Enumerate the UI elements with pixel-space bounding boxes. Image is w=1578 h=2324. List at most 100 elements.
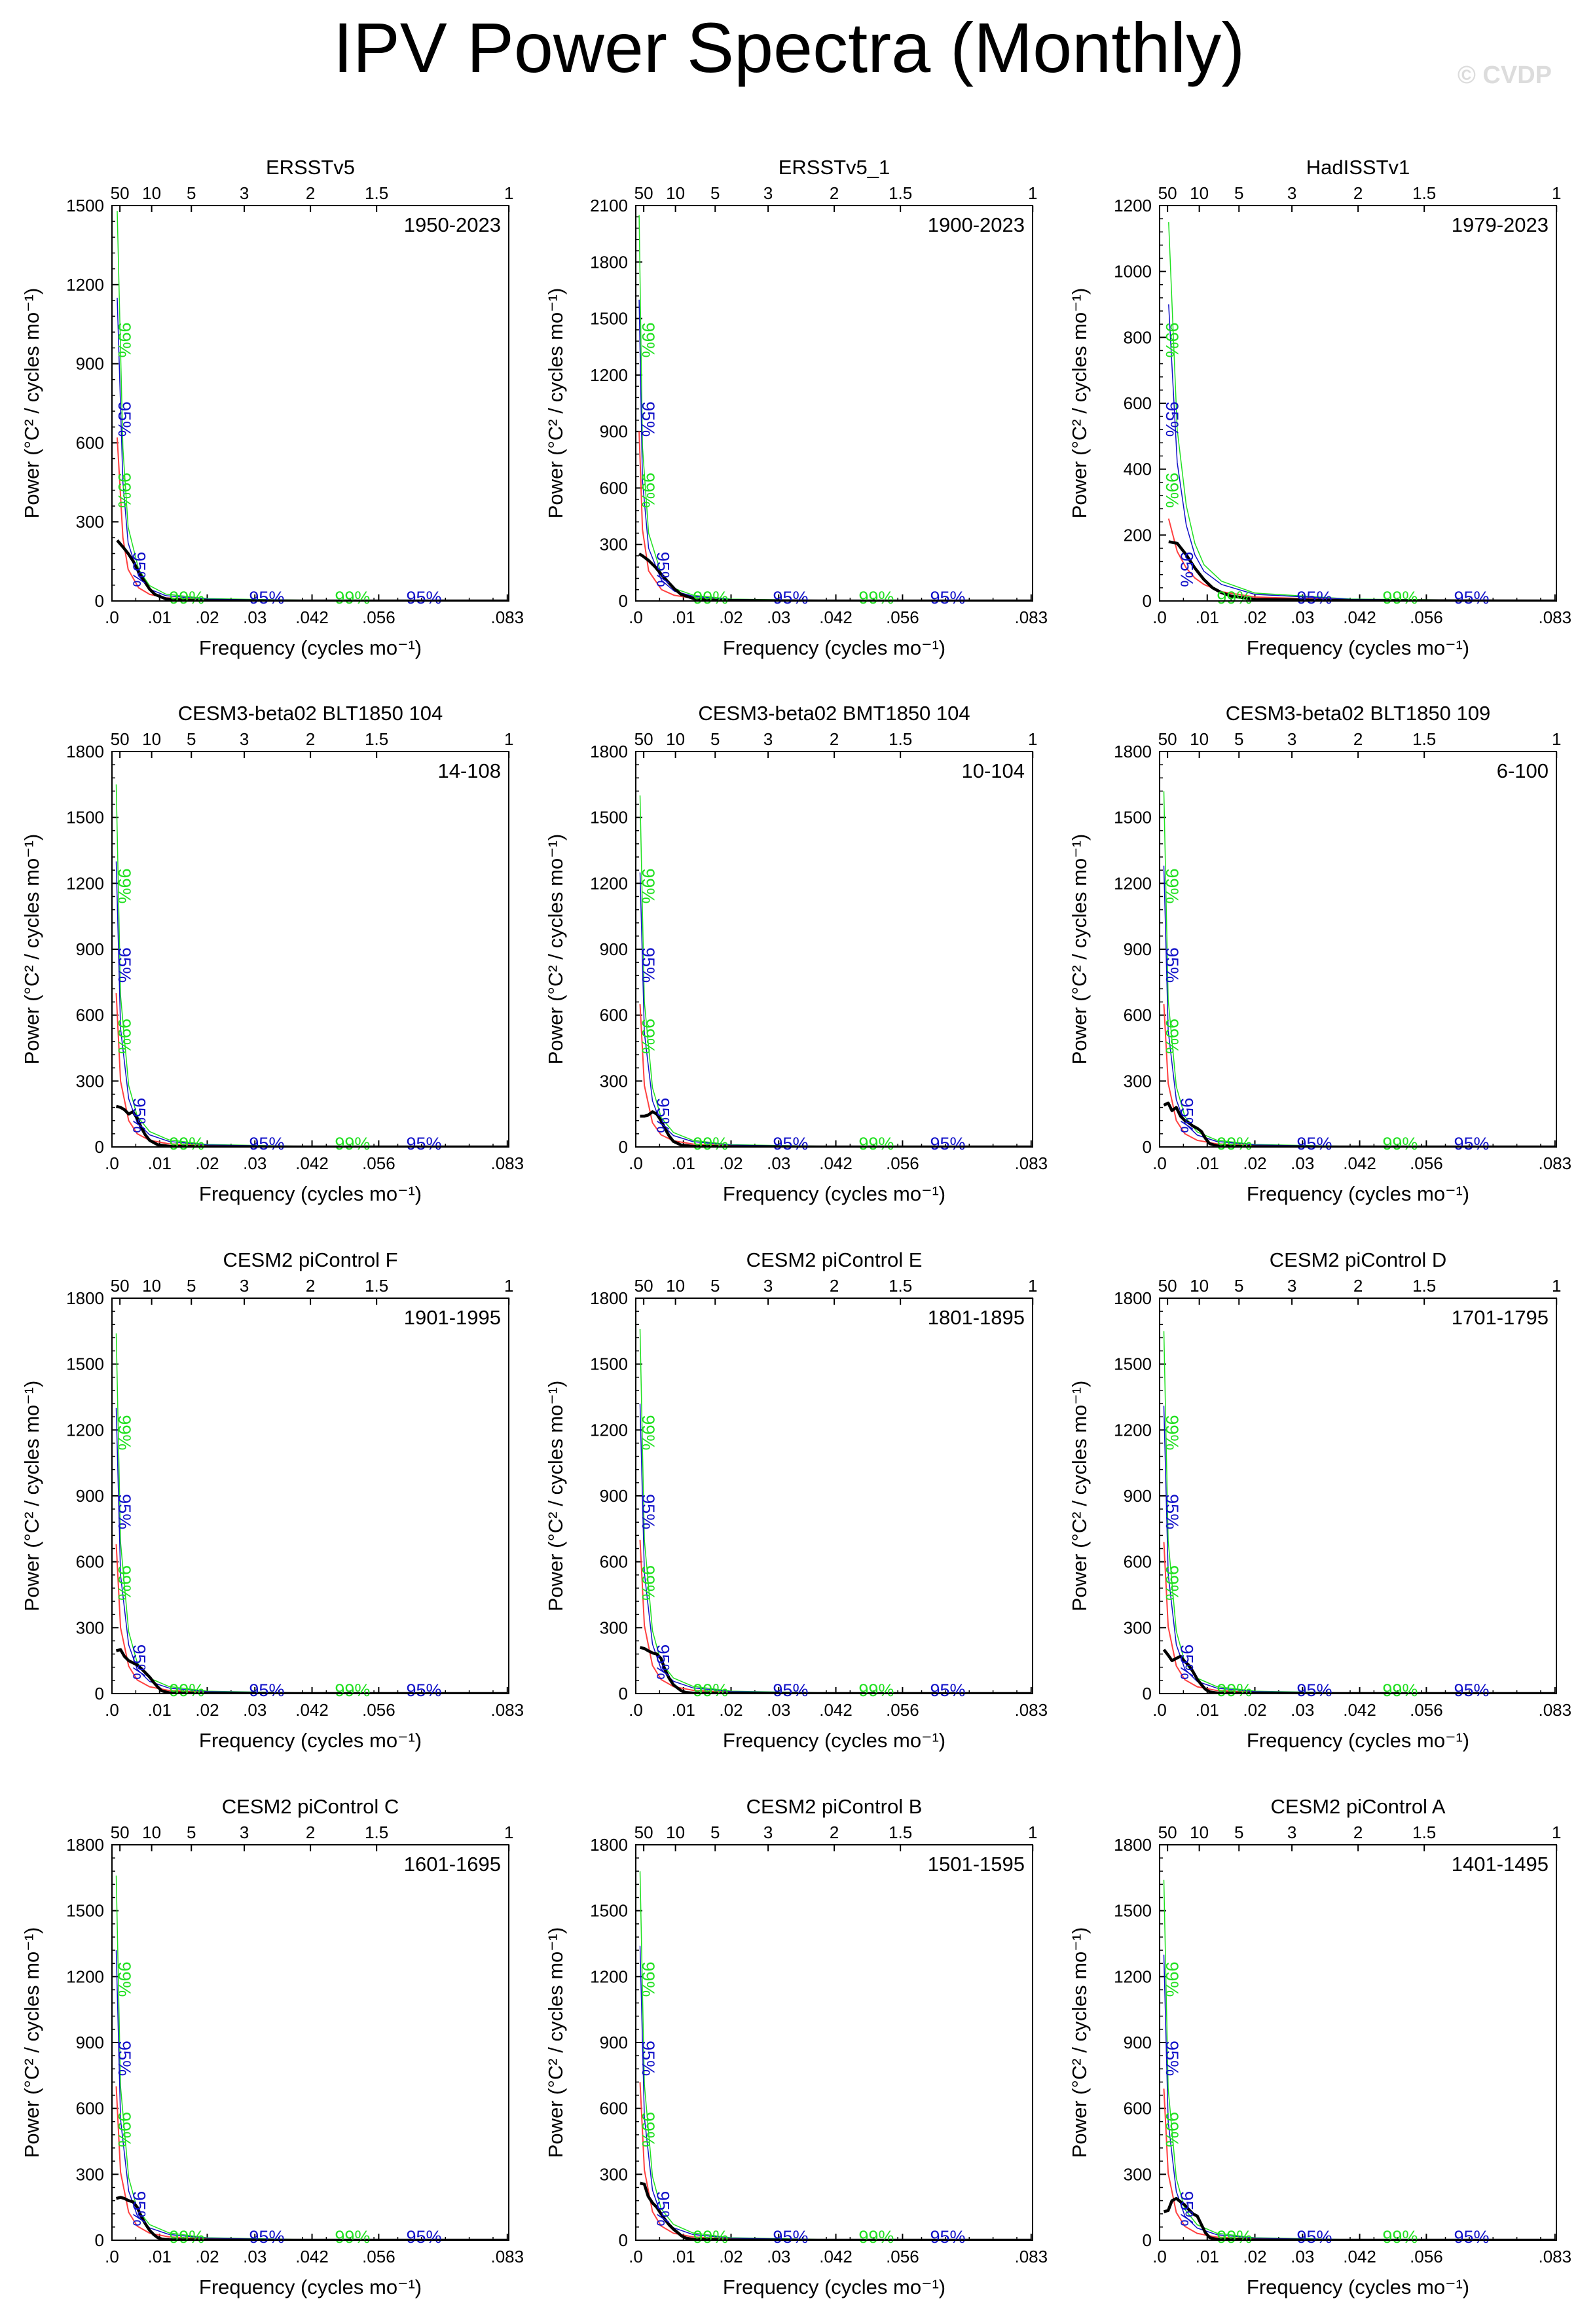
conf-label: 99% xyxy=(335,1680,370,1700)
period-tick-label: 50 xyxy=(1158,183,1177,203)
y-tick-label: 0 xyxy=(95,2230,104,2250)
year-range-label: 1701-1795 xyxy=(1452,1306,1549,1329)
conf-label: 95% xyxy=(406,1680,441,1700)
period-tick-label: 5 xyxy=(1234,183,1243,203)
x-tick-label: .083 xyxy=(491,1700,524,1720)
period-tick-label: 2 xyxy=(306,729,315,749)
series-line-99 xyxy=(117,211,507,601)
x-tick-label: .02 xyxy=(719,1700,743,1720)
period-tick-label: 10 xyxy=(1190,1823,1209,1842)
y-tick-label: 600 xyxy=(76,1552,104,1572)
panel-title: CESM2 piControl D xyxy=(1270,1248,1446,1271)
conf-label: 95% xyxy=(249,2227,284,2247)
panel-title: CESM2 piControl E xyxy=(746,1248,923,1271)
series-line-spectrum xyxy=(1168,540,1555,601)
period-tick-label: 2 xyxy=(306,1823,315,1842)
panel-title: CESM2 piControl B xyxy=(746,1795,923,1818)
y-tick-label: 2100 xyxy=(590,196,628,215)
y-tick-label: 1800 xyxy=(1114,1288,1152,1308)
plot-frame xyxy=(1159,751,1557,1148)
year-range-label: 10-104 xyxy=(961,759,1025,782)
conf-label-rotated: 95% xyxy=(130,2191,149,2226)
period-tick-label: 3 xyxy=(240,1276,249,1296)
x-tick-label: .056 xyxy=(362,1153,395,1173)
x-tick-label: .01 xyxy=(672,2247,695,2266)
y-tick-label: 1500 xyxy=(66,196,104,215)
conf-label-rotated: 99% xyxy=(1162,1961,1182,1997)
x-tick-label: .042 xyxy=(295,608,329,627)
y-tick-label: 1500 xyxy=(1114,1901,1152,1921)
y-tick-label: 900 xyxy=(1124,2033,1152,2052)
period-tick-label: 5 xyxy=(710,729,720,749)
conf-label: 95% xyxy=(930,1134,965,1153)
period-tick-label: 10 xyxy=(1190,1276,1209,1296)
y-tick-label: 600 xyxy=(76,2099,104,2118)
x-tick-label: .083 xyxy=(1539,2247,1572,2266)
plot-frame xyxy=(111,205,509,602)
y-tick-label: 1200 xyxy=(1114,873,1152,893)
conf-label-rotated: 99% xyxy=(1162,868,1182,903)
period-tick-label: 1.5 xyxy=(365,729,388,749)
conf-label-rotated: 99% xyxy=(115,1961,134,1997)
conf-label: 99% xyxy=(169,1134,204,1153)
series-group xyxy=(639,795,1031,1147)
y-tick-label: 300 xyxy=(600,535,628,554)
period-tick-label: 3 xyxy=(1287,729,1296,749)
period-tick-label: 5 xyxy=(710,183,720,203)
series-line-rednoise xyxy=(1163,2088,1555,2240)
conf-label-rotated: 95% xyxy=(1162,401,1182,437)
x-tick-label: .0 xyxy=(1152,2247,1167,2266)
x-tick-label: .042 xyxy=(295,2247,329,2266)
x-tick-label: .02 xyxy=(195,1700,219,1720)
x-tick-label: .01 xyxy=(1196,2247,1219,2266)
x-tick-label: .0 xyxy=(629,608,643,627)
period-tick-label: 5 xyxy=(1234,729,1243,749)
conf-label-rotated: 99% xyxy=(115,2112,134,2147)
period-tick-label: 10 xyxy=(142,1276,161,1296)
year-range-label: 1801-1895 xyxy=(928,1306,1025,1329)
period-tick-label: 3 xyxy=(763,729,773,749)
x-tick-label: .02 xyxy=(195,608,219,627)
y-axis-label: Power (°C² / cycles mo⁻¹) xyxy=(544,1927,567,2158)
y-tick-label: 300 xyxy=(600,2164,628,2184)
series-line-99 xyxy=(639,1871,1031,2240)
conf-label-rotated: 95% xyxy=(115,2041,134,2076)
conf-label: 95% xyxy=(1454,2227,1489,2247)
period-tick-label: 10 xyxy=(666,729,685,749)
y-tick-label: 0 xyxy=(619,2230,628,2250)
series-line-99 xyxy=(115,784,507,1147)
x-tick-label: .0 xyxy=(1152,1700,1167,1720)
period-tick-label: 10 xyxy=(142,1823,161,1842)
x-tick-label: .02 xyxy=(1243,2247,1266,2266)
conf-label: 95% xyxy=(249,588,284,608)
series-group xyxy=(115,1875,507,2240)
x-tick-label: .02 xyxy=(1243,1153,1266,1173)
x-tick-label: .083 xyxy=(491,1153,524,1173)
year-range-label: 1950-2023 xyxy=(404,213,501,236)
period-tick-label: 3 xyxy=(763,183,773,203)
y-tick-label: 900 xyxy=(76,354,104,374)
x-tick-label: .03 xyxy=(243,608,266,627)
panel-title: CESM2 piControl F xyxy=(223,1248,397,1271)
y-axis-label: Power (°C² / cycles mo⁻¹) xyxy=(20,1927,43,2158)
period-tick-label: 2 xyxy=(830,729,839,749)
y-axis-label: Power (°C² / cycles mo⁻¹) xyxy=(544,834,567,1065)
year-range-label: 1401-1495 xyxy=(1452,1853,1549,1876)
plot-frame xyxy=(111,751,509,1148)
x-tick-label: .083 xyxy=(491,608,524,627)
panel-title: CESM3-beta02 BLT1850 104 xyxy=(178,702,443,725)
spectrum-panel: CESM2 piControl D 50 10 5 3 2 1.5 1 .0 .01 .02 .03.… xyxy=(1068,1248,1571,1752)
x-tick-label: .042 xyxy=(819,608,853,627)
x-tick-label: .03 xyxy=(243,2247,266,2266)
conf-label-rotated: 99% xyxy=(638,1961,658,1997)
y-tick-label: 600 xyxy=(600,1552,628,1572)
conf-label-rotated: 99% xyxy=(115,868,134,903)
y-tick-label: 1800 xyxy=(66,742,104,761)
period-tick-label: 3 xyxy=(240,183,249,203)
x-axis-label: Frequency (cycles mo⁻¹) xyxy=(1247,2276,1469,2298)
series-line-rednoise xyxy=(115,1544,507,1694)
period-tick-label: 5 xyxy=(187,183,196,203)
panel-title: ERSSTv5_1 xyxy=(779,156,890,179)
x-tick-label: .01 xyxy=(1196,1153,1219,1173)
x-tick-label: .056 xyxy=(886,1153,919,1173)
